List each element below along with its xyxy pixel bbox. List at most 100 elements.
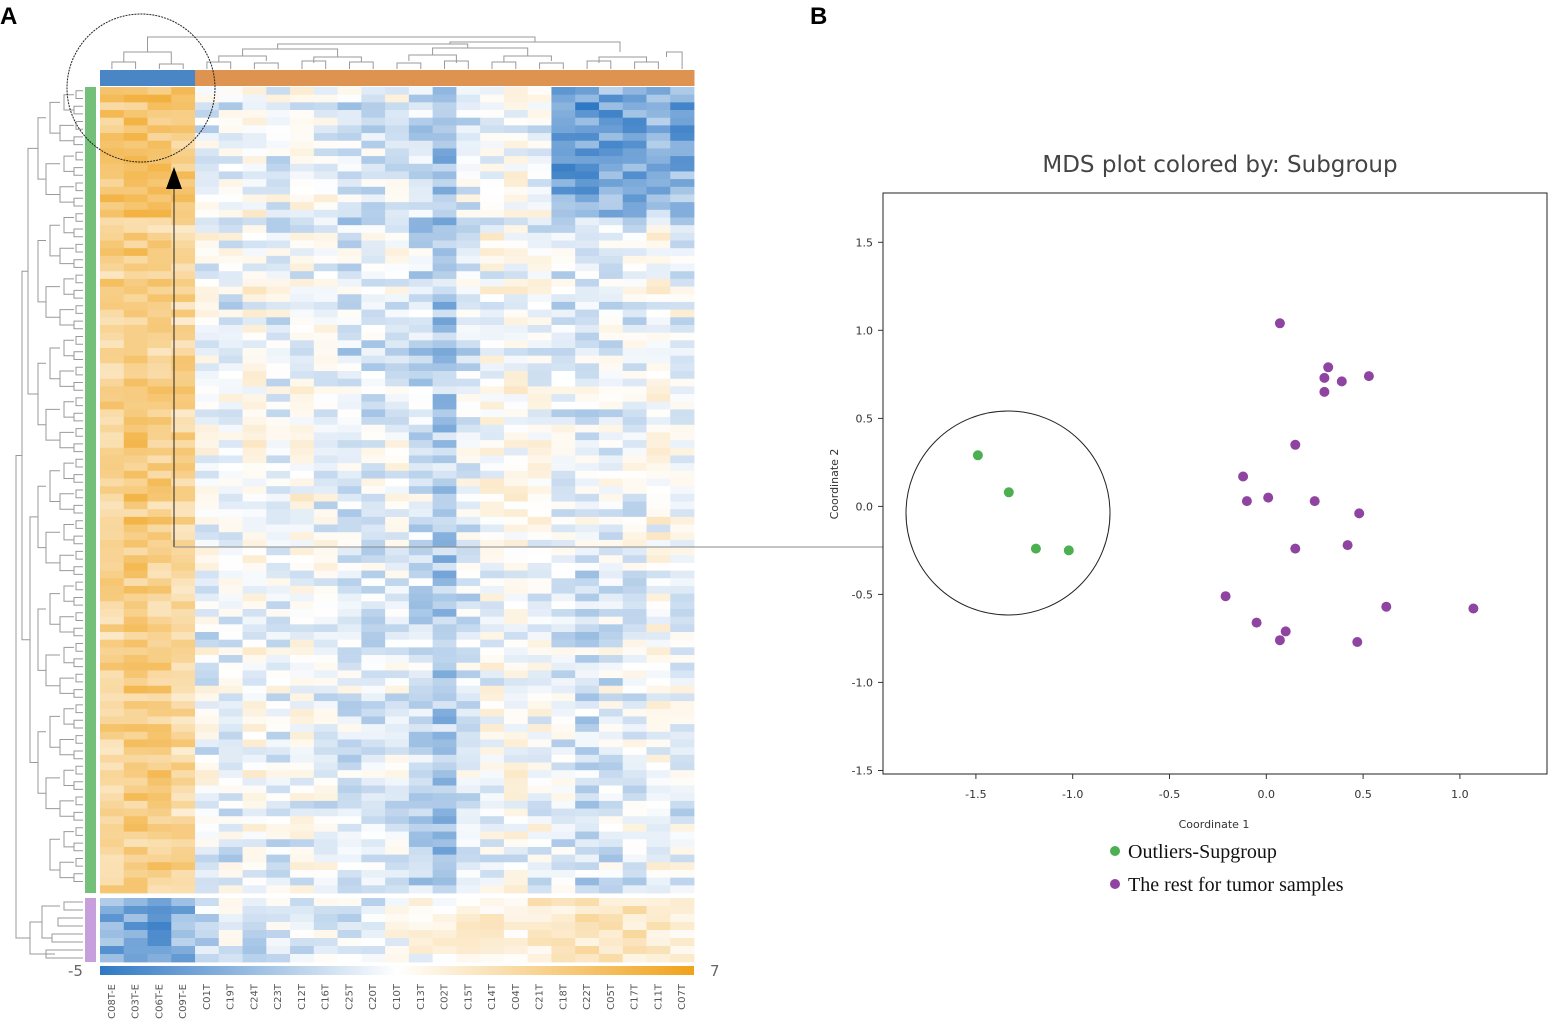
mds-point-outlier [1030,543,1041,554]
heatmap-cell [598,255,624,264]
heatmap-cell [598,324,624,334]
heatmap-cell [266,655,291,664]
heatmap-cell [147,823,172,832]
dendrogram-branch [73,289,83,299]
heatmap-cell [575,309,600,318]
heatmap-cell [480,179,505,188]
heatmap-cell [408,532,434,541]
heatmap-cell [598,225,624,234]
heatmap-cell [670,309,695,318]
heatmap-cell [100,347,125,357]
heatmap-cell [242,332,267,341]
heatmap-cell [622,102,647,111]
heatmap-cell [123,240,148,249]
heatmap-cell [480,217,505,226]
heatmap-cell [147,869,172,879]
dendrogram-branch [75,673,83,683]
heatmap-cell [242,186,267,195]
heatmap-cell [242,463,267,472]
heatmap-cell [361,87,386,96]
heatmap-cell [242,862,267,871]
heatmap-cell [503,340,529,349]
heatmap-cell [195,347,220,357]
heatmap-cell [503,271,529,280]
heatmap-cell [385,532,410,541]
heatmap-cell [456,885,481,894]
heatmap-cell [527,854,552,863]
heatmap-cell [575,140,600,149]
heatmap-cell [551,877,576,886]
heatmap-cell [646,409,671,418]
heatmap-cell [313,701,338,710]
heatmap-cell [480,938,505,947]
heatmap-cell [646,777,671,786]
heatmap-cell [575,731,600,740]
heatmap-cell [408,417,434,426]
heatmap-cell [480,263,505,272]
heatmap-cell [480,800,505,809]
dendrogram-branch [73,474,83,483]
heatmap-cell [242,724,267,733]
heatmap-cell [290,816,315,825]
heatmap-cell [646,922,671,931]
heatmap-cell [503,163,529,172]
heatmap-cell [195,869,220,879]
heatmap-cell [123,363,148,372]
heatmap-cell [598,94,624,103]
heatmap-cell [195,87,220,96]
heatmap-cell [551,593,576,602]
heatmap-cell [337,401,362,410]
heatmap-cell [527,94,552,103]
heatmap-cell [385,754,410,763]
heatmap-cell [100,424,125,433]
heatmap-cell [361,432,386,441]
heatmap-cell [171,516,196,525]
heatmap-cell [575,655,600,664]
heatmap-cell [551,401,576,410]
dendrogram-branch [59,677,74,694]
column-group-cell [432,70,457,86]
heatmap-cell [385,194,410,203]
heatmap-cell [171,225,196,234]
heatmap-cell [575,417,600,426]
heatmap-cell [575,601,600,610]
heatmap-cell [670,693,695,702]
heatmap-cell [290,401,315,410]
heatmap-cell [503,655,529,664]
heatmap-cell [432,898,457,907]
heatmap-cell [242,94,267,103]
heatmap-cell [480,762,505,771]
column-group-cell [361,70,386,86]
heatmap-cell [123,800,148,809]
heatmap-cell [385,248,410,257]
heatmap-cell [432,317,457,326]
heatmap-cell [480,355,505,364]
heatmap-cell [646,478,671,487]
heatmap-cell [218,478,243,487]
heatmap-cell [432,363,457,372]
heatmap-cell [266,255,291,264]
heatmap-cell [361,509,386,518]
heatmap-cell [598,424,624,433]
heatmap-cell [123,547,148,556]
heatmap-cell [361,255,386,264]
heatmap-cell [218,747,243,756]
heatmap-cell [432,954,457,963]
heatmap-cell [195,877,220,886]
heatmap-cell [622,156,647,165]
heatmap-cell [670,708,695,717]
heatmap-cell [100,716,125,725]
heatmap-cell [266,639,291,648]
heatmap-cell [147,417,172,426]
heatmap-cell [456,463,481,472]
heatmap-cell [503,171,529,180]
heatmap-cell [218,294,243,303]
heatmap-cell [503,501,529,510]
heatmap-cell [598,240,624,249]
heatmap-cell [527,263,552,272]
heatmap-cell [195,509,220,518]
heatmap-cell [503,747,529,756]
heatmap-cell [480,186,505,195]
heatmap-cell [551,125,576,134]
heatmap-cell [598,846,624,856]
